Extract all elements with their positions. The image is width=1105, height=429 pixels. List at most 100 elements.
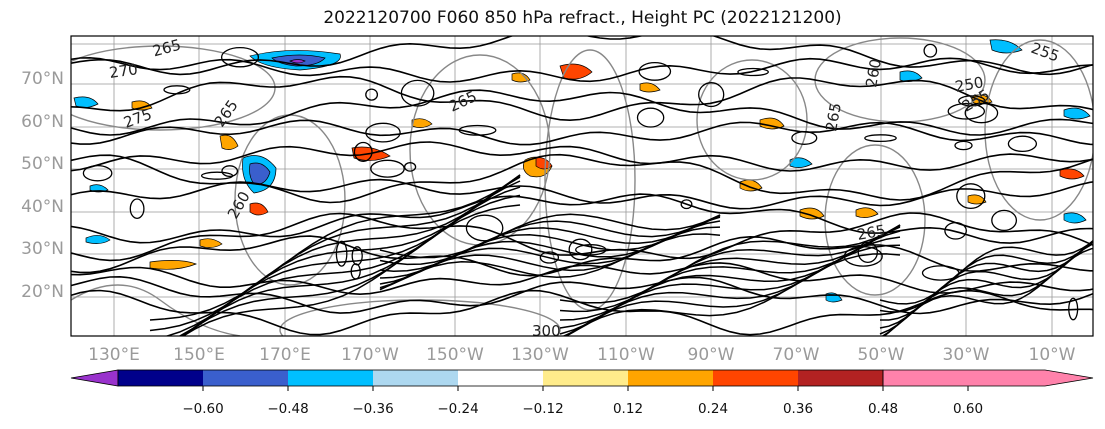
lat-label-70n: 70°N — [21, 69, 64, 89]
refractivity-contour — [180, 194, 521, 336]
refractivity-contour — [879, 240, 1093, 305]
refractivity-contour — [71, 141, 1093, 172]
colorbar-extend-low — [70, 369, 119, 387]
refractivity-contour — [71, 36, 1093, 76]
refractivity-contours — [71, 36, 1093, 336]
map-title: 2022120700 F060 850 hPa refract., Height… — [323, 8, 842, 28]
lon-label-130e: 130°E — [88, 345, 140, 365]
anomaly-blob — [85, 235, 111, 244]
refractivity-contour-loop — [1007, 135, 1038, 153]
refractivity-contour-loop — [791, 131, 818, 145]
contour-label: 300 — [532, 322, 561, 340]
refractivity-contour-loop — [129, 198, 145, 220]
anomaly-blob — [639, 82, 661, 93]
refractivity-contour-loop — [636, 107, 665, 128]
lon-label-110w: 110°W — [597, 345, 655, 365]
anomaly-blob — [249, 162, 271, 185]
anomaly-blob — [1063, 212, 1087, 224]
latitude-labels: 70°N 60°N 50°N 40°N 30°N 20°N — [21, 69, 64, 302]
refractivity-contour — [71, 56, 1093, 83]
refractivity-contour-loop — [220, 46, 260, 68]
grey-contour — [984, 39, 1093, 221]
anomaly-blob — [1059, 168, 1085, 180]
lon-label-150e: 150°E — [173, 345, 225, 365]
colorbar-outline — [117, 369, 884, 387]
refractivity-contour — [563, 253, 901, 336]
map-panel: 265 270 275 265 265 260 255 250 255 265 … — [70, 35, 1094, 340]
grey-contour — [71, 45, 276, 131]
lat-label-40n: 40°N — [21, 197, 64, 217]
refractivity-contour-loop — [737, 67, 769, 77]
lon-label-170w: 170°W — [341, 345, 399, 365]
lon-label-50w: 50°W — [858, 345, 905, 365]
anomaly-blob — [799, 207, 825, 220]
refractivity-contour-loop — [458, 124, 497, 136]
colorbar-tick-label: −0.24 — [437, 401, 478, 417]
anomaly-blob — [511, 72, 531, 83]
anomaly-blob — [411, 118, 433, 128]
lat-label-60n: 60°N — [21, 112, 64, 132]
lat-label-20n: 20°N — [21, 282, 64, 302]
anomaly-blob — [249, 202, 269, 216]
lon-label-30w: 30°W — [943, 345, 990, 365]
refractivity-contour-loop — [947, 102, 986, 120]
refractivity-contour-loop — [954, 140, 973, 151]
colorbar-bin — [713, 370, 798, 386]
colorbar: −0.60 −0.48 −0.36 −0.24 −0.12 0.12 0.24 … — [70, 369, 1094, 417]
anomaly-blob — [789, 157, 813, 168]
refractivity-contour-loop — [923, 43, 938, 58]
longitude-labels: 130°E 150°E 170°E 170°W 150°W 130°W 110°… — [88, 345, 1076, 365]
colorbar-tick-label: −0.12 — [522, 401, 563, 417]
refractivity-contour — [379, 213, 721, 259]
lon-label-70w: 70°W — [773, 345, 820, 365]
colorbar-bin — [798, 370, 883, 386]
lon-label-90w: 90°W — [688, 345, 735, 365]
refractivity-contour — [559, 225, 901, 304]
contour-label: 250 — [954, 73, 985, 96]
refractivity-contour-loop — [351, 246, 363, 266]
refractivity-contour-loop — [991, 209, 1018, 232]
grey-contour — [696, 59, 808, 181]
refractivity-contour-loop — [956, 183, 986, 210]
refractivity-contour-loop — [365, 88, 379, 101]
colorbar-tick-label: 0.60 — [953, 401, 983, 417]
lat-label-50n: 50°N — [21, 154, 64, 174]
refractivity-contour — [71, 75, 1093, 122]
refractivity-contour-loop — [698, 82, 725, 108]
refractivity-contour-loop — [82, 164, 113, 182]
lon-label-10w: 10°W — [1029, 345, 1076, 365]
anomaly-blob — [149, 260, 197, 270]
anomaly-blob — [989, 39, 1023, 54]
colorbar-tick-label: −0.60 — [182, 401, 223, 417]
refractivity-contour — [71, 193, 1093, 244]
refractivity-contour-loop — [465, 214, 504, 242]
contour-label: 265 — [856, 221, 887, 244]
colorbar-extend-high — [882, 369, 1094, 387]
refractivity-contour-loop — [365, 122, 401, 143]
anomaly-blob — [289, 59, 306, 64]
refractivity-contour-loop — [638, 61, 672, 81]
refractivity-contour-loop — [403, 162, 417, 172]
refractivity-contour — [71, 119, 1093, 146]
refractivity-contour-loop — [1068, 297, 1079, 321]
colorbar-tick-label: −0.36 — [352, 401, 393, 417]
refractivity-contour — [379, 233, 721, 291]
colorbar-bin — [203, 370, 288, 386]
anomaly-blob — [1063, 107, 1091, 120]
colorbar-bin — [458, 370, 543, 386]
refractivity-contour — [149, 175, 521, 321]
refractivity-contour — [559, 224, 901, 313]
grey-contour — [544, 49, 636, 311]
refractivity-contour-loop — [370, 159, 405, 178]
refractivity-contour-loop — [400, 79, 435, 107]
colorbar-bin — [373, 370, 458, 386]
refractivity-contour — [879, 240, 1093, 313]
anomaly-blob — [219, 134, 239, 150]
refractivity-contour-loop — [964, 102, 999, 124]
anomaly-blob — [199, 238, 223, 248]
refractivity-contour-loop — [353, 141, 373, 162]
refractivity-contour-loop — [921, 265, 960, 281]
anomaly-blob — [967, 194, 987, 205]
refractivity-contour-loop — [163, 85, 191, 95]
